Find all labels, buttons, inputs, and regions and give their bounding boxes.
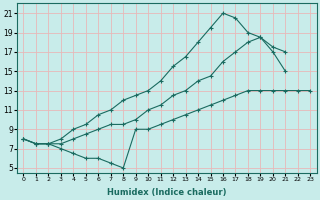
X-axis label: Humidex (Indice chaleur): Humidex (Indice chaleur) [107,188,227,197]
